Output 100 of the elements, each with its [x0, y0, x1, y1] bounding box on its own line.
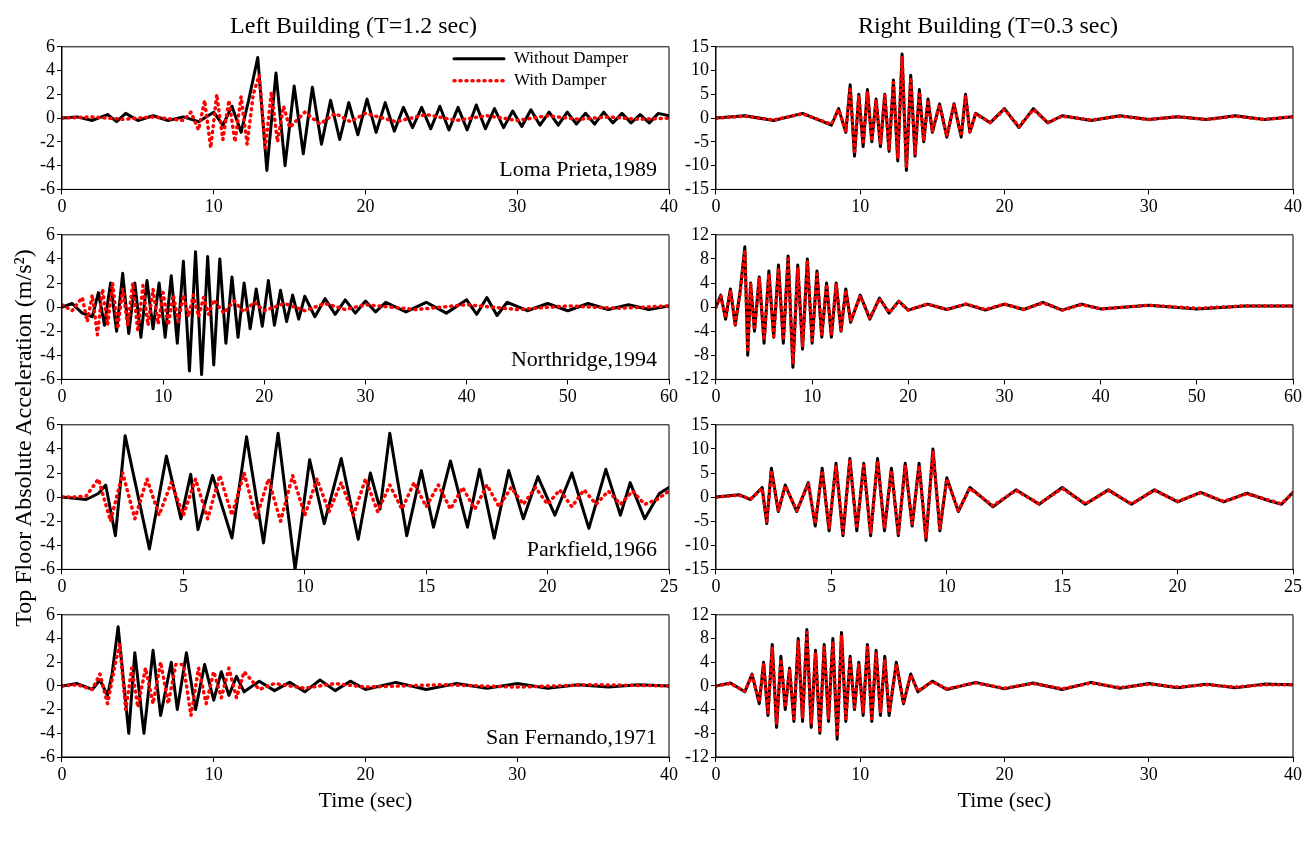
x-axis-title: Time (sec) [318, 786, 413, 812]
x-tick-label: 25 [1284, 575, 1302, 596]
x-tick-label: 20 [538, 575, 557, 596]
y-tick-label: -2 [39, 319, 55, 340]
annotation: San Fernando,1971 [485, 723, 657, 749]
y-tick-label: 8 [699, 627, 709, 648]
y-tick-label: -2 [39, 509, 55, 530]
y-tick-label: 0 [699, 485, 709, 506]
y-tick-label: 8 [699, 247, 709, 268]
x-tick-label: 20 [899, 385, 918, 406]
x-tick-label: 10 [803, 385, 822, 406]
y-tick-label: 10 [690, 59, 709, 80]
y-tick-label: -6 [39, 368, 55, 389]
y-tick-label: 0 [45, 674, 55, 695]
y-tick-label: 2 [45, 83, 55, 104]
x-tick-label: 15 [1053, 575, 1072, 596]
y-tick-label: -4 [39, 154, 55, 175]
x-tick-label: 40 [1284, 763, 1302, 784]
x-tick-label: 30 [356, 385, 375, 406]
y-tick-label: 0 [45, 295, 55, 316]
x-tick-label: 20 [1168, 575, 1187, 596]
x-tick-label: 40 [457, 385, 476, 406]
y-tick-label: 4 [699, 271, 709, 292]
y-tick-label: 4 [45, 59, 55, 80]
y-tick-label: -4 [693, 319, 709, 340]
y-tick-label: 6 [45, 603, 55, 624]
y-tick-label: 2 [45, 650, 55, 671]
x-tick-label: 20 [995, 195, 1014, 216]
y-tick-label: -4 [39, 344, 55, 365]
y-tick-label: 0 [45, 485, 55, 506]
chart-title: Right Building (T=0.3 sec) [857, 11, 1119, 38]
y-tick-label: 0 [699, 674, 709, 695]
x-tick-label: 60 [1284, 385, 1302, 406]
y-tick-label: 4 [45, 247, 55, 268]
y-tick-label: -2 [39, 130, 55, 151]
x-tick-label: 30 [1139, 763, 1158, 784]
x-tick-label: 20 [356, 195, 375, 216]
y-tick-label: 15 [690, 35, 709, 56]
x-tick-label: 30 [508, 763, 527, 784]
y-tick-label: 6 [45, 223, 55, 244]
legend-label: Without Damper [514, 48, 629, 68]
y-tick-label: -10 [684, 534, 709, 555]
x-tick-label: 10 [851, 763, 870, 784]
y-tick-label: 6 [45, 35, 55, 56]
x-tick-label: 50 [1187, 385, 1206, 406]
y-tick-label: -15 [684, 558, 709, 579]
x-tick-label: 5 [178, 575, 188, 596]
y-tick-label: 4 [45, 627, 55, 648]
y-tick-label: -15 [684, 178, 709, 199]
y-tick-label: 15 [690, 413, 709, 434]
x-tick-label: 20 [255, 385, 274, 406]
x-tick-label: 10 [204, 195, 223, 216]
x-tick-label: 25 [660, 575, 678, 596]
y-tick-label: -8 [693, 722, 709, 743]
x-tick-label: 30 [1139, 195, 1158, 216]
y-tick-label: -12 [684, 368, 709, 389]
y-tick-label: -4 [693, 698, 709, 719]
x-tick-label: 30 [995, 385, 1014, 406]
x-tick-label: 40 [660, 763, 678, 784]
y-tick-label: 0 [699, 106, 709, 127]
x-tick-label: 5 [826, 575, 836, 596]
x-tick-label: 20 [356, 763, 375, 784]
y-tick-label: -8 [693, 344, 709, 365]
y-tick-label: -12 [684, 745, 709, 766]
y-tick-label: 5 [699, 461, 709, 482]
x-tick-label: 40 [660, 195, 678, 216]
y-tick-label: 0 [45, 106, 55, 127]
x-tick-label: 10 [851, 195, 870, 216]
x-tick-label: 15 [417, 575, 436, 596]
x-tick-label: 50 [558, 385, 577, 406]
y-tick-label: 10 [690, 437, 709, 458]
y-tick-label: -5 [693, 509, 709, 530]
y-tick-label: -6 [39, 178, 55, 199]
y-tick-label: -6 [39, 745, 55, 766]
y-tick-label: -4 [39, 722, 55, 743]
y-tick-label: 12 [690, 223, 709, 244]
x-axis-title: Time (sec) [957, 786, 1052, 812]
y-tick-label: -2 [39, 698, 55, 719]
y-tick-label: 0 [699, 295, 709, 316]
x-tick-label: 40 [1284, 195, 1302, 216]
y-tick-label: 2 [45, 271, 55, 292]
x-tick-label: 10 [154, 385, 173, 406]
y-tick-label: -4 [39, 534, 55, 555]
x-tick-label: 20 [995, 763, 1014, 784]
y-tick-label: -5 [693, 130, 709, 151]
y-tick-label: 12 [690, 603, 709, 624]
y-tick-label: 5 [699, 83, 709, 104]
x-tick-label: 10 [204, 763, 223, 784]
legend-label: With Damper [514, 70, 607, 90]
x-tick-label: 40 [1091, 385, 1110, 406]
y-tick-label: -6 [39, 558, 55, 579]
x-tick-label: 30 [508, 195, 527, 216]
y-axis-title: Top Floor Absolute Acceleration (m/s²) [9, 249, 37, 627]
y-tick-label: -10 [684, 154, 709, 175]
chart-title: Left Building (T=1.2 sec) [230, 11, 477, 38]
y-tick-label: 4 [699, 650, 709, 671]
annotation: Northridge,1994 [510, 346, 657, 372]
x-tick-label: 10 [937, 575, 956, 596]
y-tick-label: 6 [45, 413, 55, 434]
y-tick-label: 4 [45, 437, 55, 458]
